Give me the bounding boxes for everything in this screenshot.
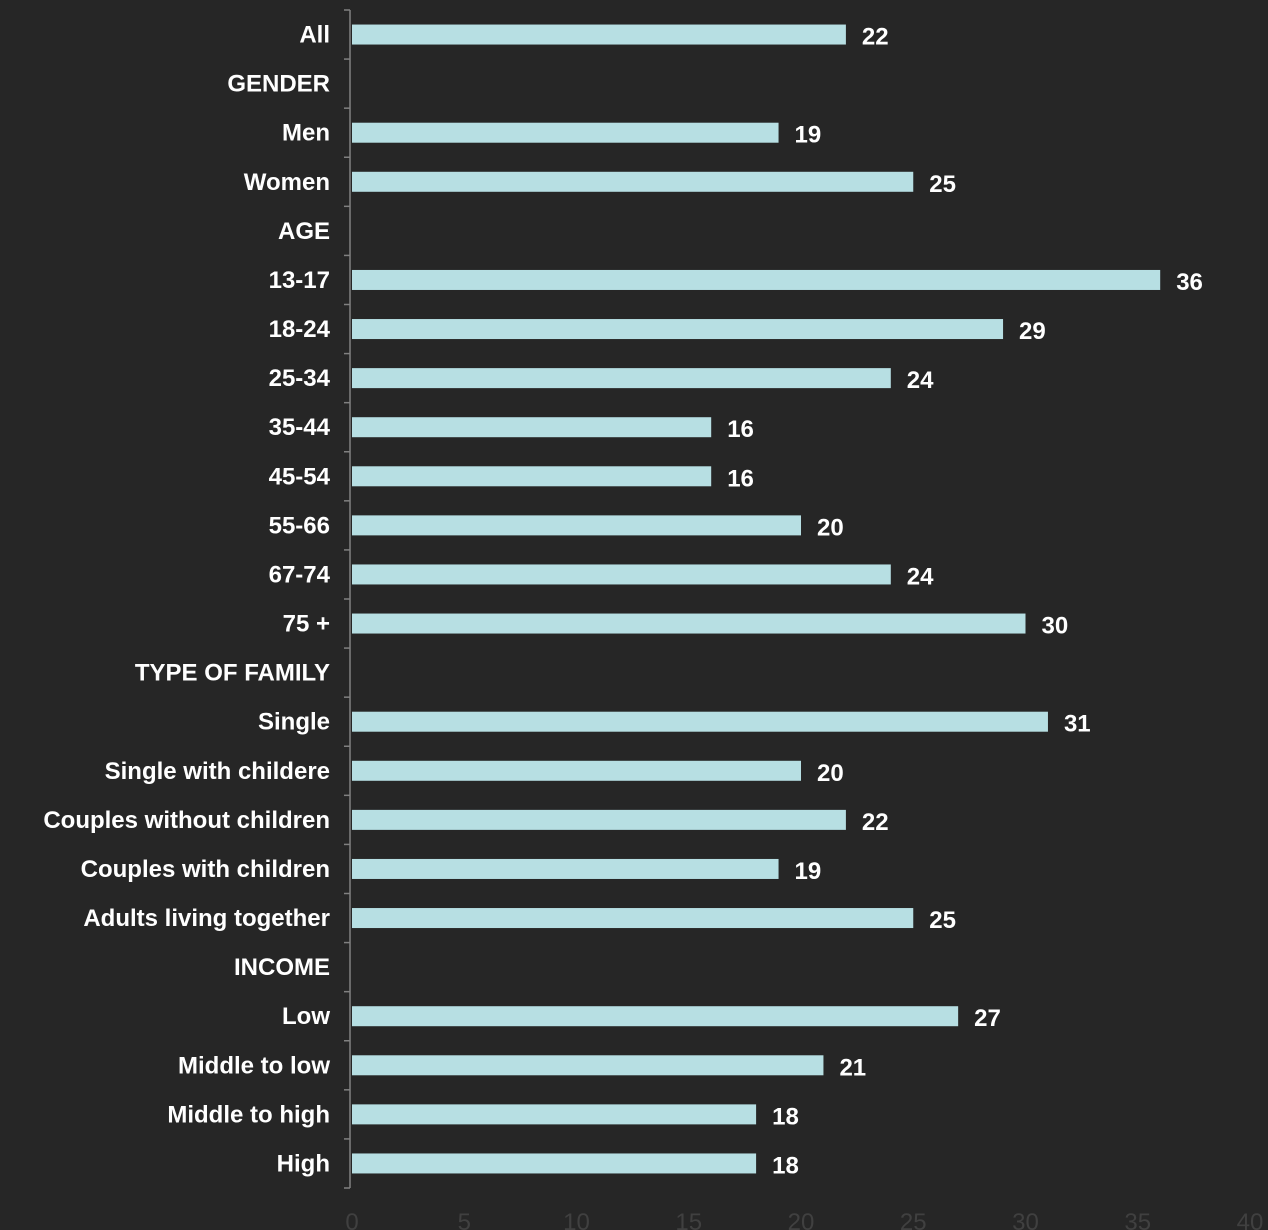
bar-adults-living-together: [352, 908, 914, 929]
bar-middle-to-high: [352, 1104, 757, 1125]
category-label-high: High: [277, 1150, 330, 1177]
category-label-55-66: 55-66: [269, 512, 330, 539]
x-tick-label: 25: [900, 1209, 927, 1230]
category-label-13-17: 13-17: [269, 267, 330, 294]
x-tick-label: 20: [788, 1209, 815, 1230]
value-label-single: 31: [1064, 711, 1091, 738]
bar-75: [352, 613, 1026, 634]
category-label-67-74: 67-74: [269, 561, 331, 588]
bar-women: [352, 171, 914, 192]
bar-18-24: [352, 319, 1004, 340]
category-label-all: All: [299, 22, 330, 49]
category-label-45-54: 45-54: [269, 463, 331, 490]
bar-high: [352, 1153, 757, 1174]
value-label-67-74: 24: [907, 563, 934, 590]
bar-middle-to-low: [352, 1055, 824, 1076]
bar-couples-with-children: [352, 858, 779, 879]
category-label-women: Women: [244, 169, 330, 196]
bar-low: [352, 1006, 959, 1027]
category-label-men: Men: [282, 120, 330, 147]
bar-couples-without-children: [352, 809, 846, 830]
value-label-45-54: 16: [727, 465, 754, 492]
value-label-men: 19: [795, 122, 822, 149]
bar-single: [352, 711, 1048, 732]
x-axis-tick-labels: 0 5 10 15 20 25 30 35 40: [345, 1209, 1263, 1230]
category-label-single: Single: [258, 709, 330, 736]
y-axis-ticks: [344, 9, 350, 1189]
bar-67-74: [352, 564, 891, 585]
x-tick-label: 30: [1012, 1209, 1039, 1230]
category-label-18-24: 18-24: [269, 316, 331, 343]
bars: [352, 24, 1161, 1174]
value-label-25-34: 24: [907, 367, 934, 394]
category-label-middle-to-low: Middle to low: [178, 1052, 330, 1079]
x-tick-label: 15: [675, 1209, 702, 1230]
x-tick-label: 40: [1237, 1209, 1264, 1230]
bar-all: [352, 24, 846, 45]
category-label-couples-with-children: Couples with children: [81, 856, 330, 883]
value-label-55-66: 20: [817, 514, 844, 541]
value-label-couples-with-children: 19: [795, 858, 822, 885]
bar-45-54: [352, 466, 712, 487]
category-label-35-44: 35-44: [269, 414, 331, 441]
category-label-adults-living-together: Adults living together: [83, 905, 330, 932]
category-label-gender: GENDER: [227, 71, 330, 98]
value-label-couples-without-children: 22: [862, 809, 889, 836]
value-labels: 22 19 25 36 29 24 16 16 20 24 30 31 20 22 19 25 27 21 18 18: [727, 24, 1203, 1180]
category-label-couples-without-children: Couples without children: [43, 807, 330, 834]
value-label-middle-to-high: 18: [772, 1103, 799, 1130]
x-tick-label: 35: [1124, 1209, 1151, 1230]
value-label-18-24: 29: [1019, 318, 1046, 345]
category-labels: All GENDER Men Women AGE 13-17 18-24 25-34 35-44…: [43, 22, 330, 1178]
x-tick-label: 5: [458, 1209, 471, 1230]
bar-55-66: [352, 515, 801, 536]
bar-25-34: [352, 368, 891, 389]
bar-single-with-childere: [352, 760, 801, 781]
value-label-high: 18: [772, 1152, 799, 1179]
value-label-13-17: 36: [1176, 269, 1203, 296]
value-label-adults-living-together: 25: [929, 907, 956, 934]
category-label-income: INCOME: [234, 954, 330, 981]
bar-35-44: [352, 417, 712, 438]
value-label-75: 30: [1042, 613, 1069, 640]
value-label-all: 22: [862, 24, 889, 51]
category-label-type-of-family: TYPE OF FAMILY: [135, 660, 330, 687]
bar-men: [352, 122, 779, 143]
category-label-middle-to-high: Middle to high: [167, 1101, 330, 1128]
category-label-75: 75 +: [283, 611, 330, 638]
category-label-low: Low: [282, 1003, 330, 1030]
category-label-age: AGE: [278, 218, 330, 245]
category-label-single-with-childere: Single with childere: [105, 758, 330, 785]
x-tick-label: 10: [563, 1209, 590, 1230]
value-label-low: 27: [974, 1005, 1001, 1032]
bar-13-17: [352, 269, 1161, 290]
x-tick-label: 0: [345, 1209, 358, 1230]
value-label-middle-to-low: 21: [839, 1054, 866, 1081]
value-label-35-44: 16: [727, 416, 754, 443]
category-label-25-34: 25-34: [269, 365, 331, 392]
value-label-single-with-childere: 20: [817, 760, 844, 787]
value-label-women: 25: [929, 171, 956, 198]
